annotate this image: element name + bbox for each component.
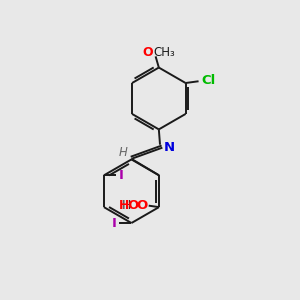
Text: I: I	[111, 217, 116, 230]
Text: Cl: Cl	[201, 74, 215, 87]
Text: CH₃: CH₃	[154, 46, 175, 59]
Text: I: I	[119, 169, 124, 182]
Text: N: N	[164, 141, 175, 154]
Text: O: O	[142, 46, 153, 59]
Text: O: O	[137, 199, 148, 212]
Text: HO: HO	[119, 199, 140, 212]
Text: H: H	[122, 199, 132, 212]
Text: H: H	[119, 146, 128, 159]
